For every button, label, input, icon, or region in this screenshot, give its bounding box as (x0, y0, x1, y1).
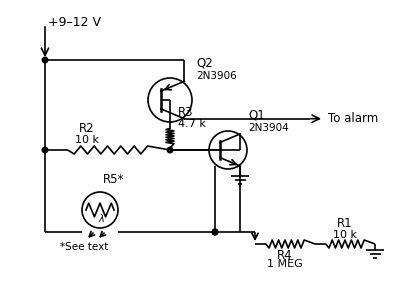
Text: R2: R2 (79, 122, 95, 135)
Circle shape (42, 147, 48, 153)
Text: 2N3906: 2N3906 (196, 71, 237, 81)
Text: *See text: *See text (60, 242, 108, 252)
Circle shape (212, 229, 218, 235)
Text: R1: R1 (337, 217, 353, 230)
Text: 10 k: 10 k (333, 230, 357, 240)
Text: Q2: Q2 (196, 57, 213, 70)
Text: R4: R4 (277, 249, 293, 262)
Circle shape (42, 57, 48, 63)
Text: 2N3904: 2N3904 (248, 123, 289, 133)
Text: 10 k: 10 k (75, 135, 99, 145)
Text: 4.7 k: 4.7 k (178, 119, 206, 129)
Text: 1 MEG: 1 MEG (267, 259, 303, 269)
Text: R3: R3 (178, 106, 194, 119)
Circle shape (167, 147, 173, 153)
Text: Q1: Q1 (248, 109, 265, 122)
Circle shape (212, 229, 218, 235)
Text: λ: λ (98, 214, 104, 224)
Text: To alarm: To alarm (328, 112, 378, 125)
Text: R5*: R5* (103, 173, 124, 186)
Text: +9–12 V: +9–12 V (48, 16, 101, 29)
